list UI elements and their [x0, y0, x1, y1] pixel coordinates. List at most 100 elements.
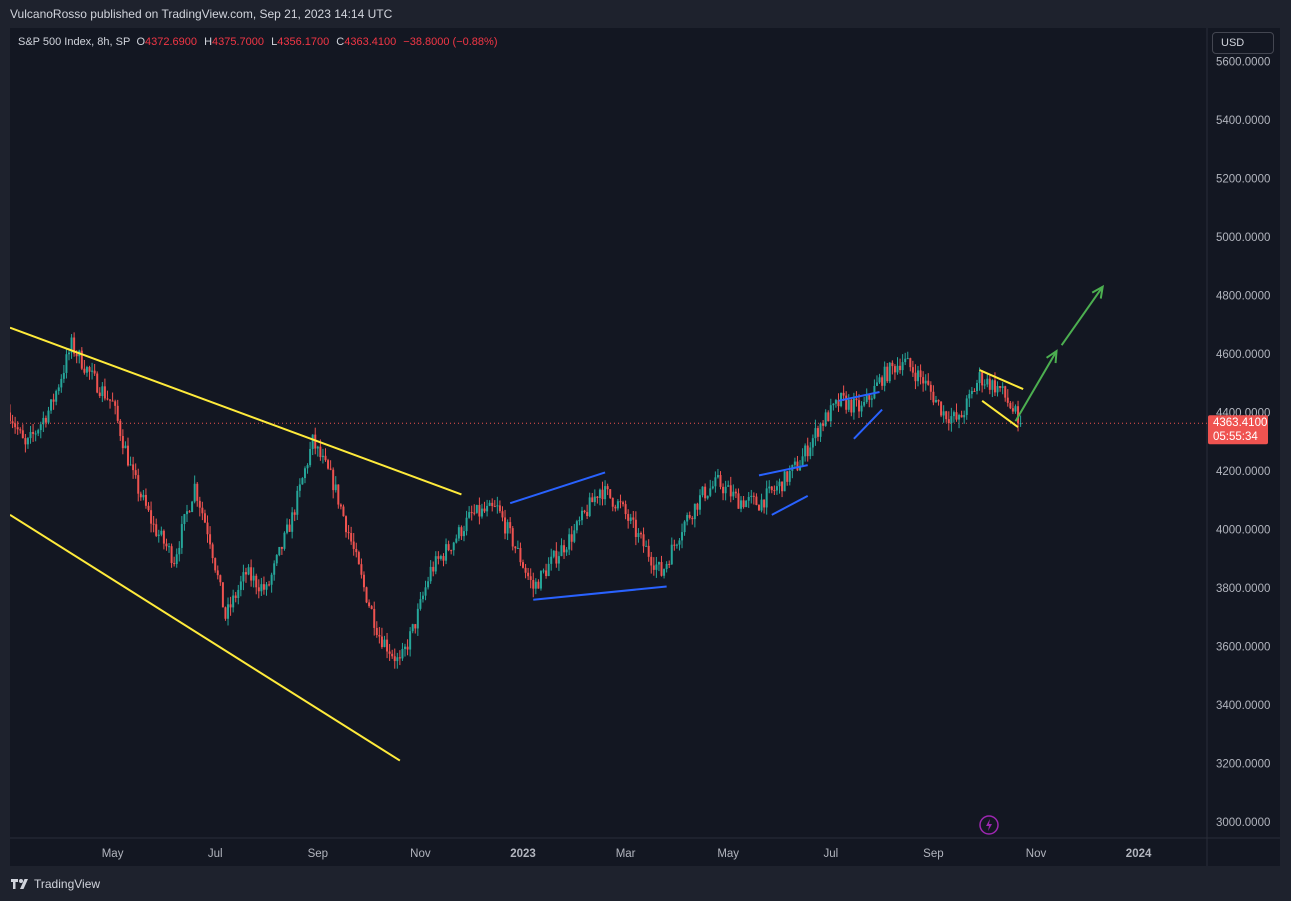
candle-body	[627, 514, 630, 521]
candle-body	[280, 546, 283, 549]
candle-body	[170, 546, 173, 564]
wedge-upper-line[interactable]	[979, 369, 1024, 391]
candle-body	[783, 471, 786, 492]
candle-body	[575, 521, 578, 531]
symbol-label[interactable]: S&P 500 Index, 8h, SP	[18, 36, 131, 48]
candle-body	[875, 382, 878, 386]
y-tick-label: 3400.0000	[1216, 700, 1270, 712]
pattern-1-lower-line[interactable]	[533, 585, 667, 601]
candle-body	[768, 486, 771, 489]
candle-body	[747, 496, 750, 501]
y-tick-label: 5000.0000	[1216, 232, 1270, 244]
lower-trendline[interactable]	[10, 514, 401, 762]
candle-body	[119, 420, 122, 437]
candle-body	[704, 486, 707, 499]
candle-body	[981, 372, 984, 386]
candle-body	[550, 556, 553, 564]
upper-trendline[interactable]	[10, 326, 462, 496]
candle-body	[345, 516, 348, 533]
candle-body	[475, 505, 478, 513]
x-tick-label: Nov	[410, 848, 431, 860]
candle-body	[973, 390, 976, 392]
candle-body	[29, 431, 32, 439]
candle-body	[852, 398, 855, 413]
candle-body	[678, 540, 681, 545]
candle-body	[573, 530, 576, 542]
candle-body	[947, 419, 950, 424]
pattern-3-upper-line[interactable]	[838, 391, 880, 402]
currency-button[interactable]: USD	[1212, 32, 1274, 54]
candle-body	[126, 445, 129, 466]
candle-body	[1011, 408, 1014, 412]
candle-body	[865, 394, 868, 402]
price-chart[interactable]: 5600.0000 5400.0000 5200.0000 5000.0000 4800…	[10, 28, 1280, 866]
candle-body	[665, 563, 668, 570]
candle-body	[447, 544, 450, 551]
candle-body	[522, 562, 524, 568]
candle-body	[185, 511, 188, 515]
candle-body	[44, 417, 47, 423]
candle-body	[188, 511, 191, 513]
candle-body	[445, 544, 448, 561]
candle-body	[711, 486, 714, 489]
projection-arrow-1-shaft[interactable]	[1014, 350, 1058, 422]
tradingview-logo[interactable]: TradingView	[10, 877, 100, 891]
candle-body	[883, 366, 886, 386]
chart-panel[interactable]: 5600.0000 5400.0000 5200.0000 5000.0000 4800…	[10, 28, 1280, 866]
candle-body	[26, 438, 29, 445]
candle-body	[624, 504, 627, 515]
candle-body	[88, 367, 91, 372]
candle-body	[532, 579, 535, 589]
candle-body	[527, 572, 530, 577]
candle-body	[355, 548, 358, 553]
candle-body	[265, 584, 268, 590]
candle-body	[796, 461, 799, 471]
candle-body	[201, 507, 204, 514]
pattern-1-upper-line[interactable]	[509, 471, 606, 505]
projection-arrow-2-head[interactable]	[1091, 284, 1105, 299]
pattern-2-upper-line[interactable]	[758, 464, 808, 477]
candle-body	[50, 399, 53, 411]
candle-body	[914, 372, 917, 382]
flash-event-icon[interactable]	[979, 815, 999, 835]
candle-body	[937, 399, 940, 402]
pattern-3-lower-line[interactable]	[853, 408, 883, 440]
candle-body	[619, 501, 622, 503]
candle-body	[742, 500, 745, 508]
candle-body	[670, 544, 673, 565]
candle-body	[1004, 386, 1007, 398]
low-label: L	[271, 36, 278, 48]
candle-body	[799, 465, 802, 471]
candle-body	[442, 556, 445, 561]
candle-body	[80, 350, 83, 369]
projection-arrow-1-head[interactable]	[1046, 349, 1058, 364]
candle-body	[983, 384, 986, 386]
candle-body	[755, 496, 758, 506]
candle-body	[439, 556, 442, 559]
candle-body	[509, 522, 512, 529]
pattern-2-lower-line[interactable]	[771, 494, 809, 516]
candle-body	[19, 429, 22, 431]
candle-body	[380, 636, 383, 648]
projection-arrow-2-shaft[interactable]	[1060, 286, 1104, 346]
candle-body	[834, 400, 837, 404]
wedge-lower-line[interactable]	[981, 399, 1019, 428]
candle-body	[357, 552, 360, 565]
candle-body	[786, 471, 789, 482]
candle-body	[178, 547, 181, 555]
candle-body	[101, 386, 104, 397]
candle-body	[663, 569, 666, 576]
candle-body	[60, 378, 63, 388]
candle-body	[283, 532, 286, 549]
candle-body	[893, 366, 896, 373]
candle-body	[347, 532, 350, 534]
candle-body	[606, 486, 609, 490]
candle-body	[319, 446, 322, 458]
candle-body	[896, 365, 899, 373]
y-tick-label: 4000.0000	[1216, 525, 1270, 537]
candle-body	[534, 581, 537, 589]
y-tick-label: 4800.0000	[1216, 291, 1270, 303]
candle-body	[275, 555, 278, 564]
candle-body	[129, 464, 132, 466]
close-label: C	[336, 36, 345, 48]
